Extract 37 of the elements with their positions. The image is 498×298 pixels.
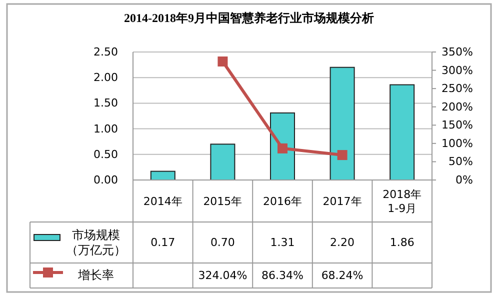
chart-title: 2014-2018年9月中国智慧养老行业市场规模分析 — [124, 11, 374, 25]
y-tick-label: 1.50 — [94, 96, 118, 110]
point — [337, 150, 348, 160]
y-tick-label: 2.00 — [94, 71, 118, 84]
point — [218, 56, 228, 66]
y2-tick-label: 100% — [442, 136, 473, 150]
data-label: 1.31 — [270, 236, 295, 249]
data-label: 0.70 — [210, 236, 235, 249]
y2-tick-label: 50% — [448, 155, 473, 168]
bar — [270, 112, 295, 180]
x-tick-label: 2014年 — [143, 194, 182, 208]
y2-tick-label: 250% — [442, 82, 473, 96]
legend-label: 市场规模（万亿元） — [65, 228, 127, 258]
data-label: 0.17 — [150, 236, 176, 249]
data-label: 68.24% — [321, 269, 364, 282]
x-tick-label: 2016年 — [263, 194, 302, 208]
y-tick-label: 0.50 — [94, 148, 118, 161]
legend-label: 增长率 — [77, 268, 115, 283]
data-label: 1.86 — [390, 236, 414, 249]
y2-tick-label: 150% — [442, 118, 473, 132]
y-tick-label: 1.00 — [94, 122, 118, 136]
y2-tick-label: 350% — [442, 46, 473, 58]
data-label: 86.34% — [262, 269, 304, 282]
y-tick-label: 2.50 — [94, 46, 118, 58]
y2-tick-label: 200% — [442, 100, 473, 114]
data-label: 2.20 — [330, 236, 355, 249]
bar — [330, 66, 355, 180]
bar — [390, 84, 415, 180]
y2-tick-label: 0% — [456, 174, 473, 186]
x-tick-label: 2017年 — [322, 194, 362, 208]
x-tick-label: 2018年 1-9月 — [382, 188, 422, 214]
point — [278, 143, 288, 154]
data-label: 324.04% — [198, 269, 248, 282]
bar — [210, 144, 236, 180]
y-tick-label: 0.00 — [94, 174, 118, 186]
x-tick-label: 2015年 — [203, 194, 242, 208]
y2-tick-label: 300% — [442, 64, 473, 77]
